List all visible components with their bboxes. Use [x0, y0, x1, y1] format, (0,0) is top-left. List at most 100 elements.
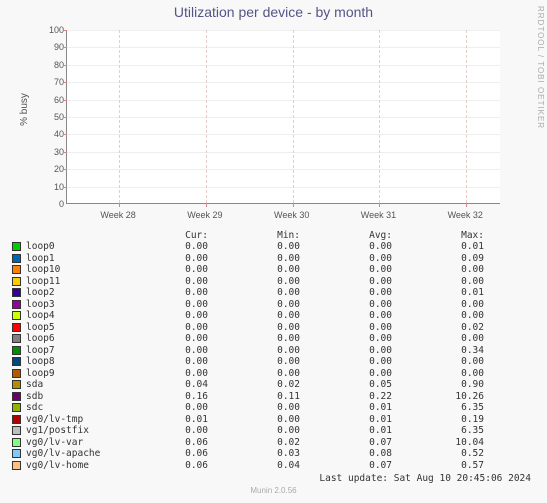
series-avg: 0.08 [304, 448, 396, 460]
gridline [67, 169, 500, 170]
series-avg: 0.00 [304, 322, 396, 334]
series-min: 0.00 [212, 310, 304, 322]
legend-row: loop10.000.000.000.09 [12, 253, 547, 265]
legend-row: loop110.000.000.000.00 [12, 276, 547, 288]
series-min: 0.00 [212, 368, 304, 380]
series-cur: 0.00 [120, 356, 212, 368]
gridline [67, 187, 500, 188]
series-cur: 0.00 [120, 253, 212, 265]
series-name: vg0/lv-var [26, 437, 120, 449]
series-cur: 0.00 [120, 264, 212, 276]
series-cur: 0.04 [120, 379, 212, 391]
gridline [67, 65, 500, 66]
col-min: Min: [212, 230, 304, 241]
gridline [67, 100, 500, 101]
legend-row: loop60.000.000.000.00 [12, 333, 547, 345]
legend-row: vg0/lv-apache0.060.030.080.52 [12, 448, 547, 460]
series-max: 0.02 [396, 322, 488, 334]
series-avg: 0.00 [304, 299, 396, 311]
legend-row: loop00.000.000.000.01 [12, 241, 547, 253]
col-avg: Avg: [304, 230, 396, 241]
chart-area: % busy 0102030405060708090100 Week 28Wee… [40, 24, 510, 224]
series-name: loop4 [26, 310, 120, 322]
col-cur: Cur: [120, 230, 212, 241]
series-max: 0.00 [396, 299, 488, 311]
series-min: 0.00 [212, 287, 304, 299]
series-min: 0.00 [212, 414, 304, 426]
series-min: 0.03 [212, 448, 304, 460]
color-swatch [12, 415, 21, 424]
color-swatch [12, 288, 21, 297]
legend-row: sdc0.000.000.016.35 [12, 402, 547, 414]
series-max: 0.00 [396, 264, 488, 276]
series-avg: 0.07 [304, 437, 396, 449]
series-name: loop6 [26, 333, 120, 345]
series-cur: 0.00 [120, 333, 212, 345]
series-avg: 0.00 [304, 287, 396, 299]
legend-row: vg1/postfix0.000.000.016.35 [12, 425, 547, 437]
series-max: 0.34 [396, 345, 488, 357]
series-cur: 0.00 [120, 402, 212, 414]
color-swatch [12, 334, 21, 343]
series-max: 0.90 [396, 379, 488, 391]
series-name: loop5 [26, 322, 120, 334]
series-min: 0.00 [212, 253, 304, 265]
chart-title: Utilization per device - by month [0, 0, 547, 20]
series-avg: 0.00 [304, 264, 396, 276]
series-name: vg1/postfix [26, 425, 120, 437]
color-swatch [12, 242, 21, 251]
legend-row: loop20.000.000.000.01 [12, 287, 547, 299]
gridline [67, 152, 500, 153]
col-max: Max: [396, 230, 488, 241]
series-name: loop1 [26, 253, 120, 265]
xtick-label: Week 32 [448, 210, 483, 220]
color-swatch [12, 265, 21, 274]
series-cur: 0.00 [120, 310, 212, 322]
series-max: 10.04 [396, 437, 488, 449]
footer-version: Munin 2.0.56 [0, 486, 547, 495]
last-update: Last update: Sat Aug 10 20:45:06 2024 [0, 473, 531, 484]
series-name: loop2 [26, 287, 120, 299]
legend-row: vg0/lv-home0.060.040.070.57 [12, 460, 547, 472]
gridline [67, 82, 500, 83]
series-cur: 0.00 [120, 345, 212, 357]
series-cur: 0.06 [120, 448, 212, 460]
series-avg: 0.00 [304, 368, 396, 380]
legend-row: vg0/lv-var0.060.020.0710.04 [12, 437, 547, 449]
series-cur: 0.16 [120, 391, 212, 403]
series-min: 0.00 [212, 345, 304, 357]
legend-row: loop50.000.000.000.02 [12, 322, 547, 334]
series-min: 0.00 [212, 402, 304, 414]
vgridline [206, 30, 207, 203]
series-max: 0.19 [396, 414, 488, 426]
legend-row: loop100.000.000.000.00 [12, 264, 547, 276]
series-avg: 0.01 [304, 402, 396, 414]
series-name: loop0 [26, 241, 120, 253]
series-avg: 0.22 [304, 391, 396, 403]
series-name: loop11 [26, 276, 120, 288]
color-swatch [12, 461, 21, 470]
legend-rows: loop00.000.000.000.01loop10.000.000.000.… [12, 241, 547, 471]
color-swatch [12, 277, 21, 286]
series-min: 0.02 [212, 437, 304, 449]
series-name: loop10 [26, 264, 120, 276]
series-cur: 0.00 [120, 276, 212, 288]
series-avg: 0.00 [304, 310, 396, 322]
legend-row: sda0.040.020.050.90 [12, 379, 547, 391]
series-min: 0.00 [212, 299, 304, 311]
vgridline [119, 30, 120, 203]
series-max: 6.35 [396, 402, 488, 414]
series-min: 0.00 [212, 322, 304, 334]
series-cur: 0.00 [120, 287, 212, 299]
series-name: sda [26, 379, 120, 391]
gridline [67, 117, 500, 118]
series-min: 0.00 [212, 425, 304, 437]
vgridline [466, 30, 467, 203]
gridline [67, 134, 500, 135]
series-name: vg0/lv-home [26, 460, 120, 472]
series-min: 0.00 [212, 333, 304, 345]
xtick-label: Week 30 [274, 210, 309, 220]
color-swatch [12, 392, 21, 401]
color-swatch [12, 357, 21, 366]
series-min: 0.02 [212, 379, 304, 391]
